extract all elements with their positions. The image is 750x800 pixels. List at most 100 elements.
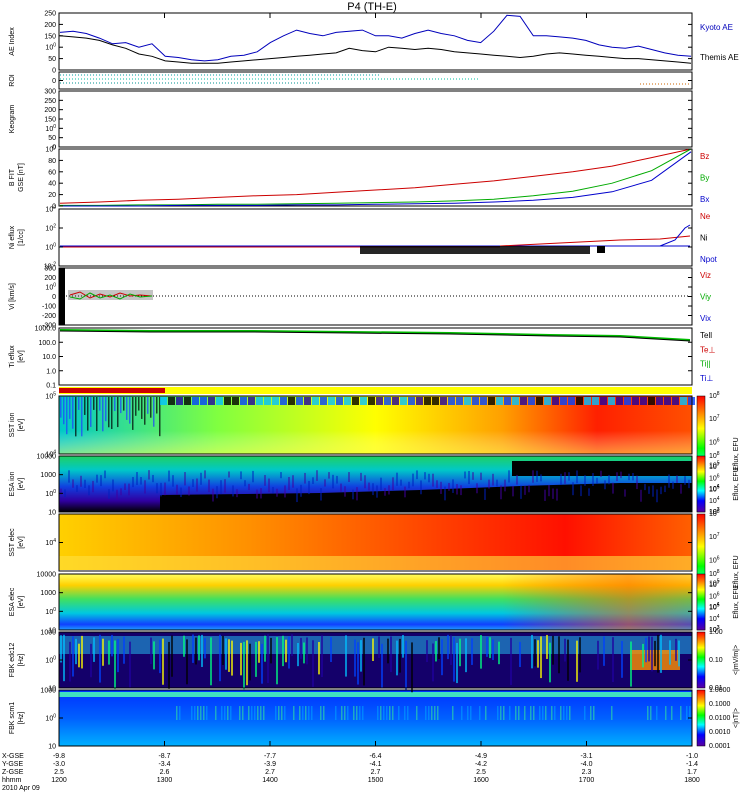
esa_elec-ylabel: ESA elec: [9, 587, 16, 616]
x-gse-value: -4.9: [475, 753, 487, 760]
colorbar-5-tick: 0.0100: [709, 715, 731, 722]
temperature-legend-1: Te⊥: [700, 345, 715, 354]
bfield-legend-0: Bz: [700, 152, 709, 161]
ae-series-1-line: [59, 35, 692, 64]
sst_ion-ytick-label: 104: [45, 450, 56, 459]
esa_ion-ytick-label: 10: [48, 510, 56, 517]
colorbar-esa_ion-tick: 104: [709, 496, 720, 505]
hhmm-value: 1800: [684, 777, 700, 784]
colorbar-2-tick: 104: [709, 602, 720, 611]
temperature-ytick-label: 100.0: [38, 340, 56, 347]
density-traces: [60, 224, 691, 254]
density-ylabel: Ni eflux: [9, 225, 16, 249]
colorbar-4-label: <|mV/m|>: [733, 645, 740, 675]
colorbar-5-tick: 1.0000: [709, 687, 731, 694]
colorbar-0-tick: 106: [709, 437, 720, 446]
y-gse-value: -3.4: [158, 761, 170, 768]
colorbar-5-tick: 0.0010: [709, 729, 731, 736]
esa-ion-spectrogram: [59, 456, 692, 512]
velocity-ytick-label: -300: [42, 323, 56, 330]
sst-electron-spectrogram: [59, 514, 692, 570]
colorbar-esa_elec-tick: 106: [709, 591, 720, 600]
bfield-ytick-label: 80: [48, 158, 56, 165]
esa_ion-ytick-label: 10000: [37, 454, 57, 461]
hhmm-value: 1700: [579, 777, 595, 784]
x-gse-value: -7.7: [264, 753, 276, 760]
temperature-ytick-label: 10.0: [42, 354, 56, 361]
velocity-legend-1: Viy: [700, 293, 711, 302]
bfield-ylabel: GSE [nT]: [18, 163, 25, 192]
sst_elec-ytick-label: 104: [45, 538, 56, 547]
temperature-legend-0: Tell: [700, 331, 712, 340]
colorbar-esa_ion-label: Eflux, EFU: [733, 467, 740, 500]
x-gse-value: -9.8: [53, 753, 65, 760]
fbk_e-ylabel: FBK edc12: [9, 643, 16, 678]
y-gse-value: -4.0: [580, 761, 592, 768]
velocity-legend-0: Viz: [700, 271, 711, 280]
x-gse-value: -6.4: [369, 753, 381, 760]
bfield-series-0-line: [59, 148, 692, 204]
ae-ytick-label: 0: [52, 68, 56, 75]
velocity-ytick-label: 300: [44, 266, 56, 273]
fbk-b-spectrogram: [59, 690, 692, 746]
x-gse-value: -1.0: [686, 753, 698, 760]
colorbar-esa_elec-tick: 103: [709, 625, 720, 634]
esa_elec-ytick-label: 10000: [37, 572, 57, 579]
keogram-ylabel: Keogram: [9, 105, 16, 134]
colorbar-0-tick: 104: [709, 484, 720, 493]
colorbar-4-tick: 0.10: [709, 657, 723, 664]
keogram-ytick-label: 150: [44, 117, 56, 124]
roi-markers: [60, 74, 690, 85]
hhmm-value: 1400: [262, 777, 278, 784]
temperature-legend-3: Ti⊥: [700, 374, 713, 383]
keogram-ytick-label: 100: [45, 124, 56, 133]
fbk_b-ylabel: [Hz]: [18, 712, 25, 725]
colorbar-esa_ion-tick: 108: [709, 451, 720, 460]
colorbar-0-tick: 103: [709, 507, 720, 516]
y-gse-value: -4.2: [475, 761, 487, 768]
colorbar-esa_ion-tick: 106: [709, 473, 720, 482]
date-label: 2010 Apr 09: [2, 785, 40, 792]
z-gse-value: 2.7: [371, 769, 381, 776]
keogram-ytick-label: 0: [52, 145, 56, 152]
z-gse-row-label: Z-GSE: [2, 769, 24, 776]
ae-legend-0: Kyoto AE: [700, 23, 733, 32]
sst_ion-ytick-label: 105: [45, 392, 56, 401]
bfield-legend-1: By: [700, 174, 709, 183]
y-gse-value: -3.0: [53, 761, 65, 768]
colorbar-esa_elec-tick: 108: [709, 569, 720, 578]
colorbar-5-tick: 0.0001: [709, 743, 731, 750]
hhmm-value: 1300: [157, 777, 173, 784]
colorbar-2-tick: 105: [709, 579, 720, 588]
colorbar-5-tick: 0.1000: [709, 701, 731, 708]
fbk_e-ytick-label: 100: [45, 656, 56, 665]
colorbar-esa_ion: [696, 455, 706, 513]
velocity-ytick-label: 0: [52, 294, 56, 301]
sst-ion-spectrogram: [59, 396, 692, 454]
esa-electron-spectrogram: [59, 574, 692, 630]
z-gse-value: 2.3: [582, 769, 592, 776]
colorbar-esa_elec-tick: 104: [709, 614, 720, 623]
sst_ion-ylabel: [eV]: [18, 419, 25, 432]
colorbar-0-label: Eflux, EFU: [733, 437, 740, 470]
density-legend-0: Ne: [700, 212, 711, 221]
colorbar-2-tick: 106: [709, 555, 720, 564]
colorbar-esa_ion-tick: 103: [709, 507, 720, 516]
keogram-ytick-label: 300: [44, 89, 56, 96]
esa_elec-ytick-label: 100: [45, 607, 56, 616]
temperature-ytick-label: 1000.0: [35, 326, 57, 333]
density-legend-2: Npot: [700, 255, 718, 264]
colorbar-4: [696, 631, 706, 689]
bfield-ytick-label: 40: [48, 181, 56, 188]
ae-ytick-label: 200: [44, 22, 56, 29]
x-gse-row-label: X-GSE: [2, 753, 24, 760]
velocity-ytick-label: -200: [42, 313, 56, 320]
fbk_e-ytick-label: 1000: [40, 630, 56, 637]
esa_elec-ytick-label: 1000: [40, 590, 56, 597]
bfield-ytick-label: 20: [48, 192, 56, 199]
spectrogram-texture: [60, 397, 695, 720]
colorbar-4-tick: 0.01: [709, 685, 723, 692]
colorbar-esa_ion-tick: 105: [709, 485, 720, 494]
x-gse-value: -8.7: [158, 753, 170, 760]
esa_ion-ylabel: ESA ion: [9, 471, 16, 496]
